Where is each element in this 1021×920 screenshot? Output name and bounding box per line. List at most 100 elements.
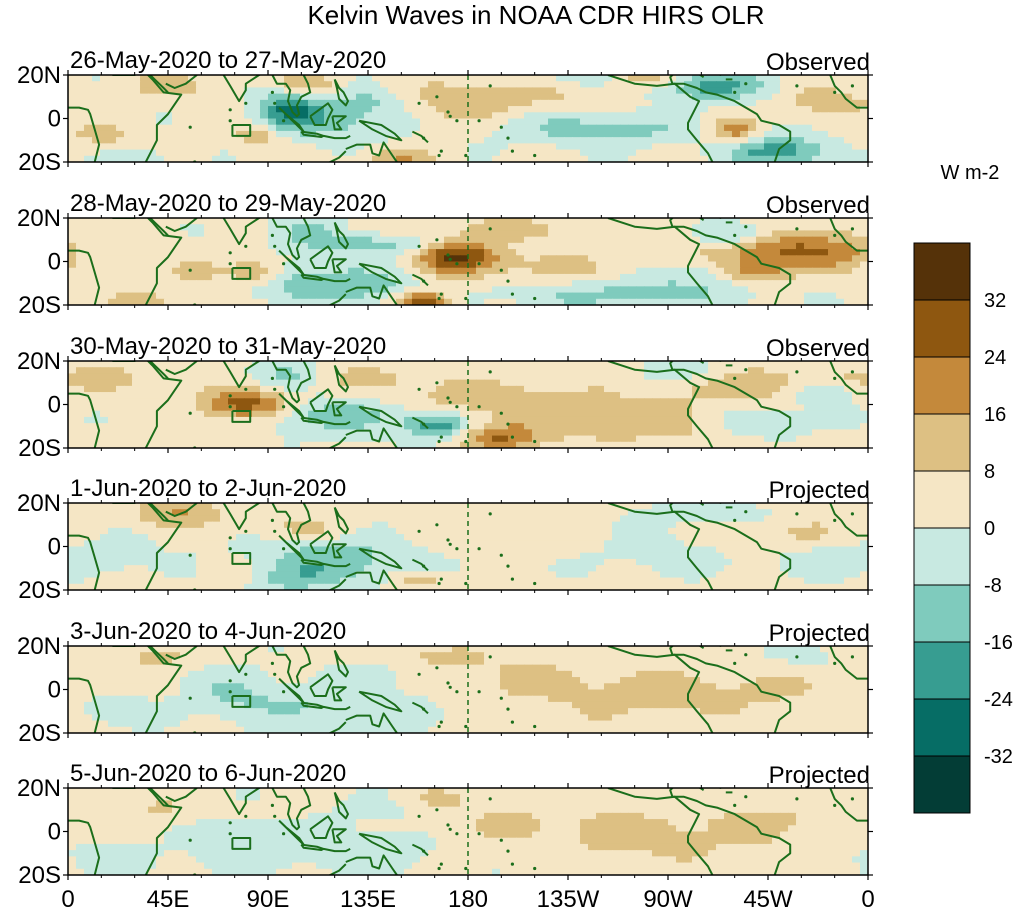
heatmap-cell — [452, 416, 461, 424]
heatmap-cell — [108, 367, 117, 375]
heatmap-cell — [188, 242, 197, 250]
heatmap-cell — [844, 155, 853, 162]
heatmap-cell — [476, 515, 485, 523]
heatmap-cell — [612, 435, 621, 443]
heatmap-cell — [724, 130, 733, 138]
heatmap-cell — [716, 249, 725, 256]
heatmap-cell — [484, 292, 493, 300]
heatmap-cell — [780, 392, 789, 399]
island-dot — [464, 153, 468, 158]
heatmap-cell — [732, 292, 741, 300]
heatmap-cell — [340, 261, 349, 269]
heatmap-cell — [772, 261, 781, 269]
heatmap-cell — [132, 515, 141, 523]
heatmap-cell — [236, 441, 245, 448]
coastline — [300, 273, 325, 281]
heatmap-cell — [220, 149, 229, 157]
heatmap-cell — [196, 416, 205, 424]
heatmap-cell — [652, 112, 661, 120]
coastline — [669, 75, 792, 162]
heatmap-cell — [772, 367, 781, 375]
heatmap-cell — [164, 398, 173, 406]
heatmap-cell — [516, 367, 525, 375]
heatmap-cell — [756, 242, 765, 250]
heatmap-cell — [852, 236, 861, 244]
heatmap-cell — [284, 361, 293, 368]
heatmap-cell — [476, 267, 485, 275]
heatmap-cell — [732, 93, 741, 101]
heatmap-cell — [796, 93, 805, 101]
heatmap-cell — [740, 118, 749, 126]
heatmap-cell — [732, 361, 741, 368]
heatmap-cell — [116, 106, 125, 113]
heatmap-cell — [388, 435, 397, 443]
heatmap-cell — [588, 441, 597, 448]
heatmap-cell — [532, 379, 541, 387]
heatmap-cell — [508, 255, 517, 263]
heatmap-cell — [116, 81, 125, 89]
heatmap-cell — [628, 280, 637, 287]
heatmap-cell — [788, 416, 797, 424]
heatmap-cell — [236, 416, 245, 424]
heatmap-cell — [364, 224, 373, 232]
heatmap-cell — [180, 292, 189, 300]
heatmap-cell — [228, 392, 237, 399]
heatmap-cell — [660, 392, 669, 399]
heatmap-cell — [860, 81, 868, 89]
heatmap-cell — [860, 273, 868, 281]
heatmap-cell — [620, 112, 629, 120]
heatmap-cell — [844, 398, 853, 406]
heatmap-cell — [148, 441, 157, 448]
heatmap-cell — [820, 236, 829, 244]
heatmap-cell — [380, 509, 389, 517]
heatmap-cell — [348, 423, 357, 430]
heatmap-cell — [140, 361, 149, 368]
heatmap-cell — [76, 224, 85, 232]
heatmap-cell — [164, 99, 173, 107]
heatmap-cell — [180, 255, 189, 263]
heatmap-cell — [276, 385, 285, 393]
heatmap-cell — [716, 273, 725, 281]
heatmap-cell — [436, 441, 445, 448]
heatmap-cell — [148, 392, 157, 399]
heatmap-cell — [836, 503, 845, 510]
heatmap-cell — [508, 93, 517, 101]
heatmap-cell — [572, 249, 581, 256]
heatmap-cell — [124, 527, 133, 535]
heatmap-cell — [340, 137, 349, 144]
heatmap-cell — [708, 137, 717, 144]
heatmap-cell — [252, 521, 261, 529]
heatmap-cell — [652, 416, 661, 424]
heatmap-cell — [748, 410, 757, 418]
heatmap-cell — [700, 361, 709, 368]
heatmap-cell — [620, 149, 629, 157]
heatmap-cell — [340, 143, 349, 151]
heatmap-cell — [780, 75, 789, 82]
heatmap-cell — [372, 435, 381, 443]
heatmap-cell — [588, 379, 597, 387]
heatmap-cell — [68, 143, 77, 151]
heatmap-cell — [300, 292, 309, 300]
heatmap-cell — [668, 392, 677, 399]
heatmap-cell — [708, 112, 717, 120]
coastline — [345, 141, 398, 162]
y-tick-label: 0 — [48, 106, 61, 133]
heatmap-cell — [188, 416, 197, 424]
heatmap-cell — [260, 273, 269, 281]
heatmap-cell — [212, 379, 221, 387]
heatmap-cell — [84, 367, 93, 375]
heatmap-cell — [132, 93, 141, 101]
heatmap-cell — [356, 93, 365, 101]
heatmap-cell — [308, 379, 317, 387]
heatmap-cell — [556, 410, 565, 418]
island-dot — [477, 119, 481, 123]
heatmap-cell — [436, 404, 445, 412]
heatmap-cell — [660, 292, 669, 300]
heatmap-cell — [188, 521, 197, 529]
heatmap-cell — [716, 99, 725, 107]
heatmap-cell — [748, 267, 757, 275]
heatmap-cell — [852, 398, 861, 406]
heatmap-cell — [108, 75, 117, 82]
y-tick-label: 20S — [18, 435, 61, 462]
heatmap-cell — [420, 118, 429, 126]
